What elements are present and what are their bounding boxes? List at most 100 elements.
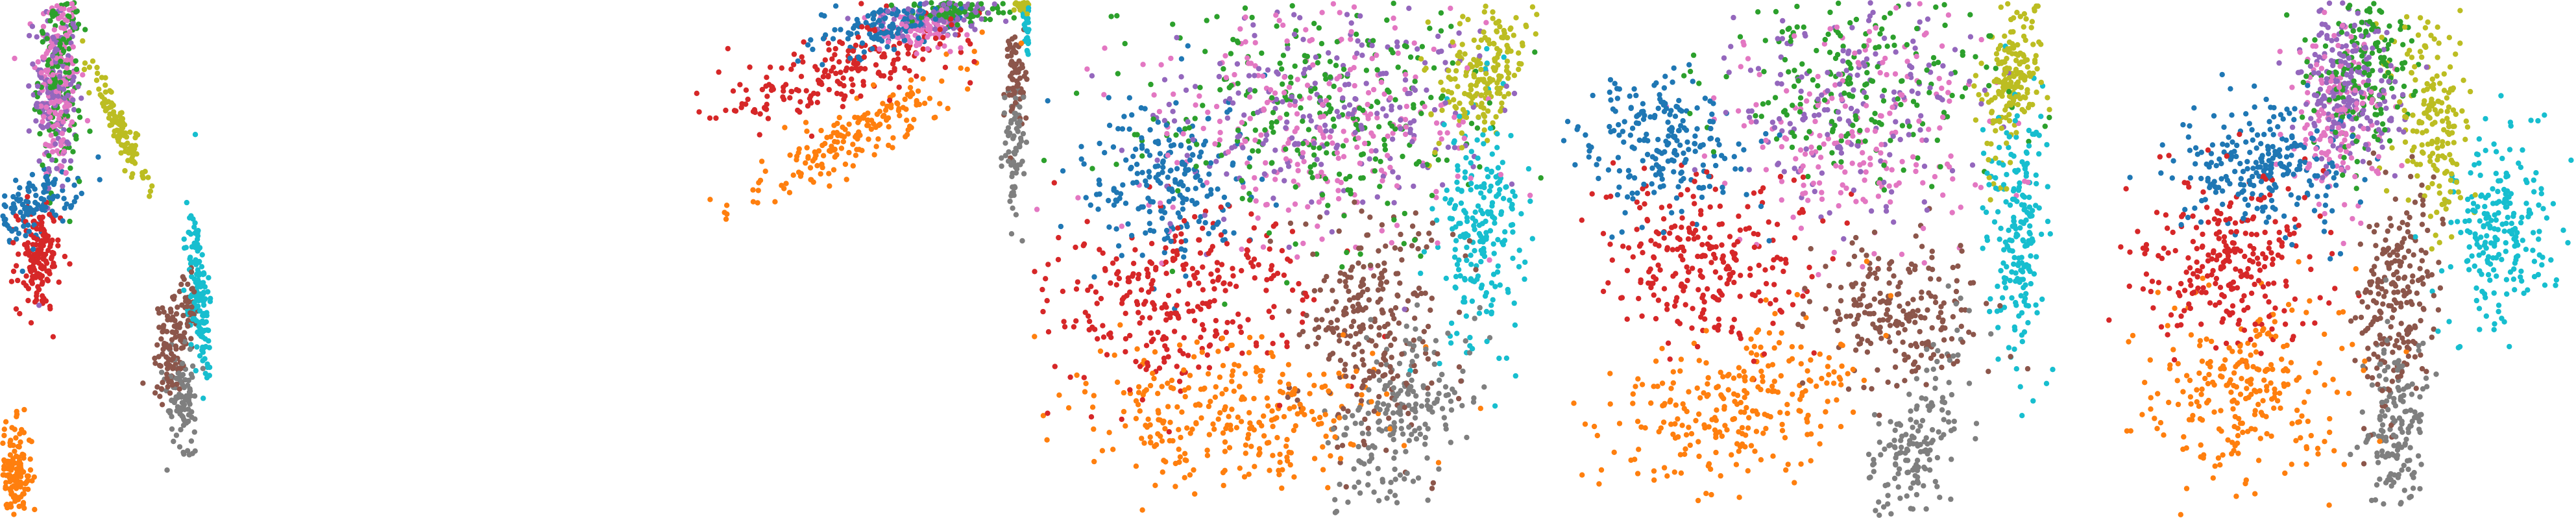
scatter-point-brown (1450, 232, 1456, 238)
scatter-point-green (1192, 116, 1198, 121)
scatter-point-orange (804, 145, 810, 151)
scatter-point-pink (1174, 160, 1180, 166)
scatter-point-pink (1241, 184, 1246, 190)
scatter-point-orange (1340, 332, 1346, 338)
scatter-point-purple (1389, 103, 1394, 109)
scatter-point-orange (1139, 436, 1145, 441)
scatter-point-red (796, 88, 801, 93)
scatter-point-blue (1622, 119, 1627, 125)
scatter-point-cyan (201, 271, 207, 277)
scatter-point-pink (40, 23, 47, 30)
scatter-point-gray (1460, 368, 1466, 375)
scatter-point-blue (1633, 92, 1639, 99)
scatter-point-red (1073, 286, 1080, 292)
scatter-point-blue (1121, 114, 1127, 119)
scatter-point-olive (1483, 71, 1489, 77)
scatter-point-olive (1483, 86, 1488, 92)
scatter-point-cyan (1495, 237, 1501, 243)
scatter-point-green (1412, 79, 1418, 84)
scatter-point-purple (1411, 183, 1416, 190)
scatter-point-brown (171, 296, 176, 302)
scatter-point-gray (1368, 317, 1374, 323)
scatter-point-brown (1795, 321, 1801, 327)
scatter-point-cyan (1475, 155, 1481, 161)
scatter-point-gray (1420, 383, 1426, 389)
scatter-point-brown (1435, 351, 1440, 357)
scatter-point-orange (886, 142, 892, 149)
scatter-point-pink (914, 51, 919, 56)
scatter-point-brown (1379, 222, 1385, 228)
scatter-point-gray (181, 384, 188, 391)
scatter-point-gray (1375, 400, 1381, 406)
scatter-point-gray (1932, 376, 1939, 382)
scatter-point-green (1221, 66, 1226, 72)
scatter-point-purple (1272, 106, 1278, 112)
scatter-point-blue (1181, 254, 1187, 260)
scatter-point-gray (1366, 430, 1372, 437)
scatter-point-cyan (1508, 222, 1514, 228)
scatter-point-cyan (1488, 309, 1494, 315)
scatter-point-olive (1516, 66, 1522, 73)
scatter-point-brown (1426, 230, 1432, 236)
scatter-point-green (1773, 136, 1780, 142)
scatter-point-orange (1838, 376, 1843, 382)
scatter-point-brown (1350, 304, 1356, 310)
scatter-point-orange (723, 203, 730, 208)
scatter-point-purple (1352, 130, 1358, 136)
scatter-point-red (1170, 258, 1176, 264)
scatter-point-gray (1411, 343, 1417, 349)
scatter-point-blue (909, 23, 915, 29)
scatter-point-green (1200, 103, 1206, 108)
scatter-point-red (1272, 221, 1279, 227)
scatter-point-gray (1413, 436, 1420, 442)
scatter-point-orange (1279, 485, 1285, 491)
scatter-point-orange (1, 432, 7, 439)
scatter-point-cyan (1462, 277, 1468, 283)
scatter-point-blue (1160, 164, 1166, 170)
scatter-point-blue (1168, 238, 1174, 244)
scatter-point-red (67, 261, 73, 267)
scatter-point-blue (891, 47, 897, 53)
scatter-point-green (1175, 188, 1181, 194)
scatter-point-cyan (1483, 230, 1489, 236)
scatter-point-cyan (1522, 276, 1527, 282)
scatter-point-green (1384, 17, 1390, 23)
scatter-point-red (1121, 295, 1127, 301)
scatter-point-green (1696, 80, 1702, 86)
scatter-point-blue (887, 23, 893, 29)
scatter-point-cyan (1484, 166, 1490, 173)
scatter-point-purple (1224, 115, 1231, 121)
scatter-point-gray (1441, 415, 1447, 421)
scatter-point-red (35, 284, 41, 290)
scatter-point-orange (939, 78, 945, 84)
scatter-point-pink (1330, 1, 1337, 7)
scatter-point-orange (755, 188, 761, 193)
scatter-point-orange (1290, 389, 1296, 395)
scatter-point-green (967, 6, 973, 12)
scatter-point-gray (1352, 421, 1358, 426)
scatter-point-purple (1407, 130, 1413, 136)
scatter-point-purple (1410, 85, 1416, 91)
scatter-point-pink (60, 119, 66, 125)
scatter-point-pink (1197, 93, 1202, 99)
scatter-point-pink (1034, 206, 1040, 212)
scatter-point-purple (1283, 125, 1289, 131)
scatter-point-green (1374, 67, 1380, 73)
scatter-point-red (1181, 335, 1187, 341)
scatter-point-brown (1359, 208, 1365, 214)
scatter-point-gray (1392, 466, 1398, 473)
scatter-point-red (1051, 180, 1057, 186)
scatter-point-brown (1375, 369, 1381, 375)
scatter-point-olive (1445, 88, 1451, 95)
scatter-point-purple (1326, 50, 1331, 56)
scatter-point-blue (1138, 105, 1144, 111)
scatter-point-blue (918, 21, 924, 27)
scatter-point-blue (29, 171, 36, 178)
scatter-point-pink (1326, 80, 1332, 86)
scatter-point-orange (1220, 363, 1226, 369)
scatter-point-purple (1235, 90, 1241, 96)
scatter-point-purple (1241, 112, 1247, 118)
scatter-point-cyan (1480, 132, 1486, 138)
scatter-point-green (1487, 100, 1492, 106)
scatter-point-gray (1413, 409, 1418, 415)
